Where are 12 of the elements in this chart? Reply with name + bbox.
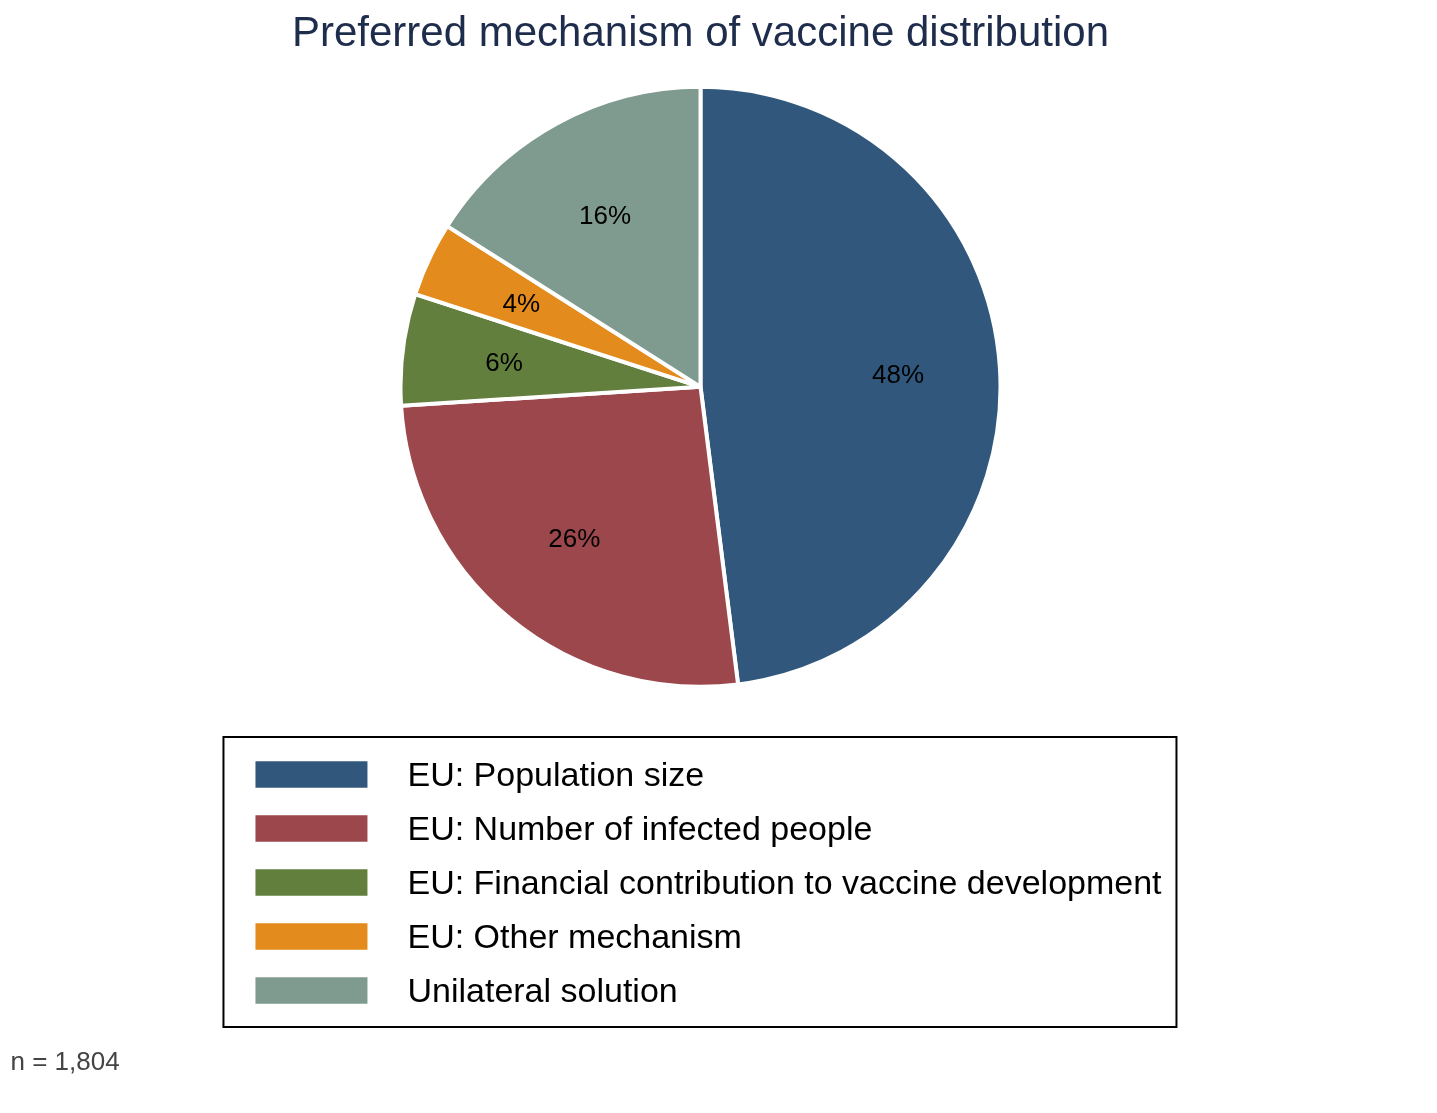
legend-label: Unilateral solution [407, 969, 678, 1011]
data-label: 26% [548, 523, 601, 554]
legend-label: EU: Number of infected people [407, 807, 873, 849]
data-label: 6% [485, 347, 523, 378]
data-label: 4% [502, 288, 541, 319]
data-label: 16% [579, 199, 632, 230]
legend-label: EU: Financial contribution to vaccine development [407, 861, 1162, 903]
legend-label: EU: Population size [407, 753, 705, 795]
chart-title: Preferred mechanism of vaccine distribution [291, 7, 1110, 55]
legend-label: EU: Other mechanism [407, 915, 742, 957]
text: n = 1,804 [10, 1045, 120, 1076]
data-label: 48% [872, 359, 925, 390]
